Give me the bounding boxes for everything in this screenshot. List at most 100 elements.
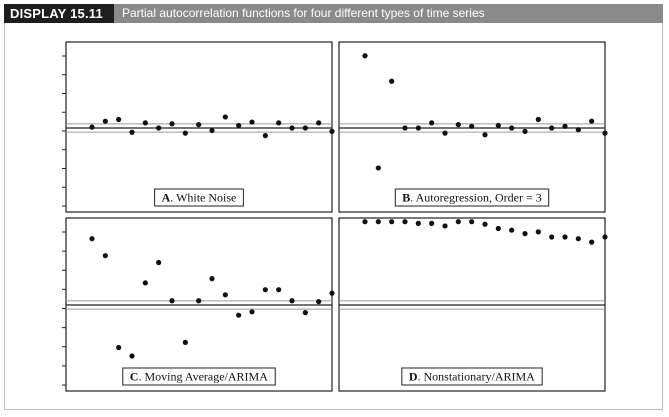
- panel-c: C. Moving Average/ARIMA: [62, 217, 335, 392]
- pacf-point: [196, 122, 202, 128]
- pacf-point: [482, 132, 488, 138]
- pacf-point: [522, 231, 528, 237]
- panel-label-letter: B: [402, 191, 410, 205]
- pacf-point: [442, 223, 448, 229]
- panel-label: D. Nonstationary/ARIMA: [401, 367, 543, 386]
- pacf-point: [102, 253, 108, 259]
- pacf-point: [469, 219, 475, 225]
- pacf-point: [142, 120, 148, 126]
- pacf-point: [262, 133, 268, 139]
- pacf-point: [302, 310, 308, 316]
- pacf-point: [209, 127, 215, 134]
- pacf-point: [375, 219, 381, 225]
- pacf-point: [562, 234, 568, 240]
- pacf-point: [169, 298, 175, 304]
- panel-b: B. Autoregression, Order = 3: [338, 41, 608, 213]
- panel-label-caption: . Nonstationary/ARIMA: [418, 370, 536, 384]
- pacf-point: [429, 120, 435, 126]
- pacf-point: [102, 118, 108, 124]
- panel-d: D. Nonstationary/ARIMA: [338, 217, 608, 392]
- pacf-point: [429, 220, 435, 226]
- pacf-point: [196, 298, 202, 304]
- pacf-point: [262, 287, 268, 293]
- pacf-point: [156, 259, 162, 266]
- pacf-point: [509, 125, 515, 131]
- pacf-point: [249, 119, 255, 125]
- display-header: DISPLAY 15.11 Partial autocorrelation fu…: [4, 4, 663, 23]
- panel-label-letter: D: [409, 370, 418, 384]
- pacf-point: [222, 114, 228, 120]
- pacf-point: [495, 122, 501, 129]
- display-number-badge: DISPLAY 15.11: [4, 4, 114, 23]
- pacf-point: [482, 221, 488, 227]
- pacf-point: [602, 234, 608, 240]
- pacf-point: [522, 128, 528, 134]
- panel-label-text: A. White Noise: [162, 191, 237, 205]
- pacf-point: [362, 53, 368, 59]
- panel-label-box: [122, 367, 276, 386]
- pacf-point: [455, 219, 461, 225]
- pacf-point: [575, 236, 581, 242]
- pacf-point: [129, 353, 135, 359]
- pacf-point: [495, 225, 501, 232]
- panel-label-text: C. Moving Average/ARIMA: [130, 370, 268, 384]
- pacf-point: [236, 122, 242, 129]
- panel-label-box: [154, 188, 244, 207]
- pacf-point: [329, 128, 335, 134]
- pacf-point: [402, 125, 408, 131]
- pacf-point: [575, 127, 581, 133]
- panel-label-text: D. Nonstationary/ARIMA: [409, 370, 535, 384]
- pacf-point: [549, 125, 555, 131]
- pacf-point: [89, 124, 95, 130]
- pacf-point: [469, 123, 475, 129]
- pacf-point: [415, 125, 421, 131]
- panel-label-caption: . White Noise: [170, 191, 236, 205]
- pacf-point: [589, 239, 595, 245]
- panel-label: A. White Noise: [154, 188, 244, 207]
- pacf-point: [415, 220, 421, 226]
- pacf-point: [169, 121, 175, 127]
- pacf-point: [602, 130, 608, 136]
- panel-label-letter: C: [130, 370, 139, 384]
- pacf-point: [156, 125, 162, 131]
- display-title: Partial autocorrelation functions for fo…: [114, 4, 663, 23]
- pacf-point: [302, 125, 308, 131]
- pacf-point: [89, 236, 95, 242]
- pacf-point: [535, 116, 541, 123]
- pacf-point: [389, 78, 395, 84]
- pacf-point: [182, 339, 188, 345]
- pacf-point: [535, 229, 541, 235]
- pacf-point: [589, 118, 595, 124]
- pacf-point: [182, 130, 188, 136]
- pacf-point: [116, 344, 122, 351]
- pacf-point: [455, 122, 461, 128]
- panel-label-box: [401, 367, 543, 386]
- panel-label-box: [394, 188, 550, 207]
- pacf-point: [289, 125, 295, 131]
- pacf-point: [236, 312, 242, 318]
- pacf-point: [116, 116, 122, 123]
- pacf-point: [249, 309, 255, 315]
- panel-a: A. White Noise: [62, 41, 335, 213]
- pacf-point: [362, 219, 368, 225]
- pacf-point: [316, 299, 322, 305]
- panel-label-letter: A: [162, 191, 171, 205]
- panel-label-caption: . Moving Average/ARIMA: [138, 370, 268, 384]
- pacf-point: [329, 290, 335, 296]
- pacf-point: [389, 219, 395, 225]
- pacf-point: [402, 219, 408, 225]
- pacf-point: [129, 129, 135, 135]
- panel-label: C. Moving Average/ARIMA: [122, 367, 276, 386]
- pacf-point: [142, 280, 148, 286]
- pacf-point: [276, 120, 282, 126]
- panel-label: B. Autoregression, Order = 3: [394, 188, 550, 207]
- panel-label-caption: . Autoregression, Order = 3: [410, 191, 541, 205]
- panel-label-text: B. Autoregression, Order = 3: [402, 191, 541, 205]
- pacf-point: [289, 298, 295, 304]
- pacf-point: [316, 120, 322, 126]
- pacf-point: [276, 287, 282, 293]
- pacf-point: [549, 234, 555, 240]
- pacf-point: [222, 292, 228, 298]
- pacf-point: [442, 130, 448, 136]
